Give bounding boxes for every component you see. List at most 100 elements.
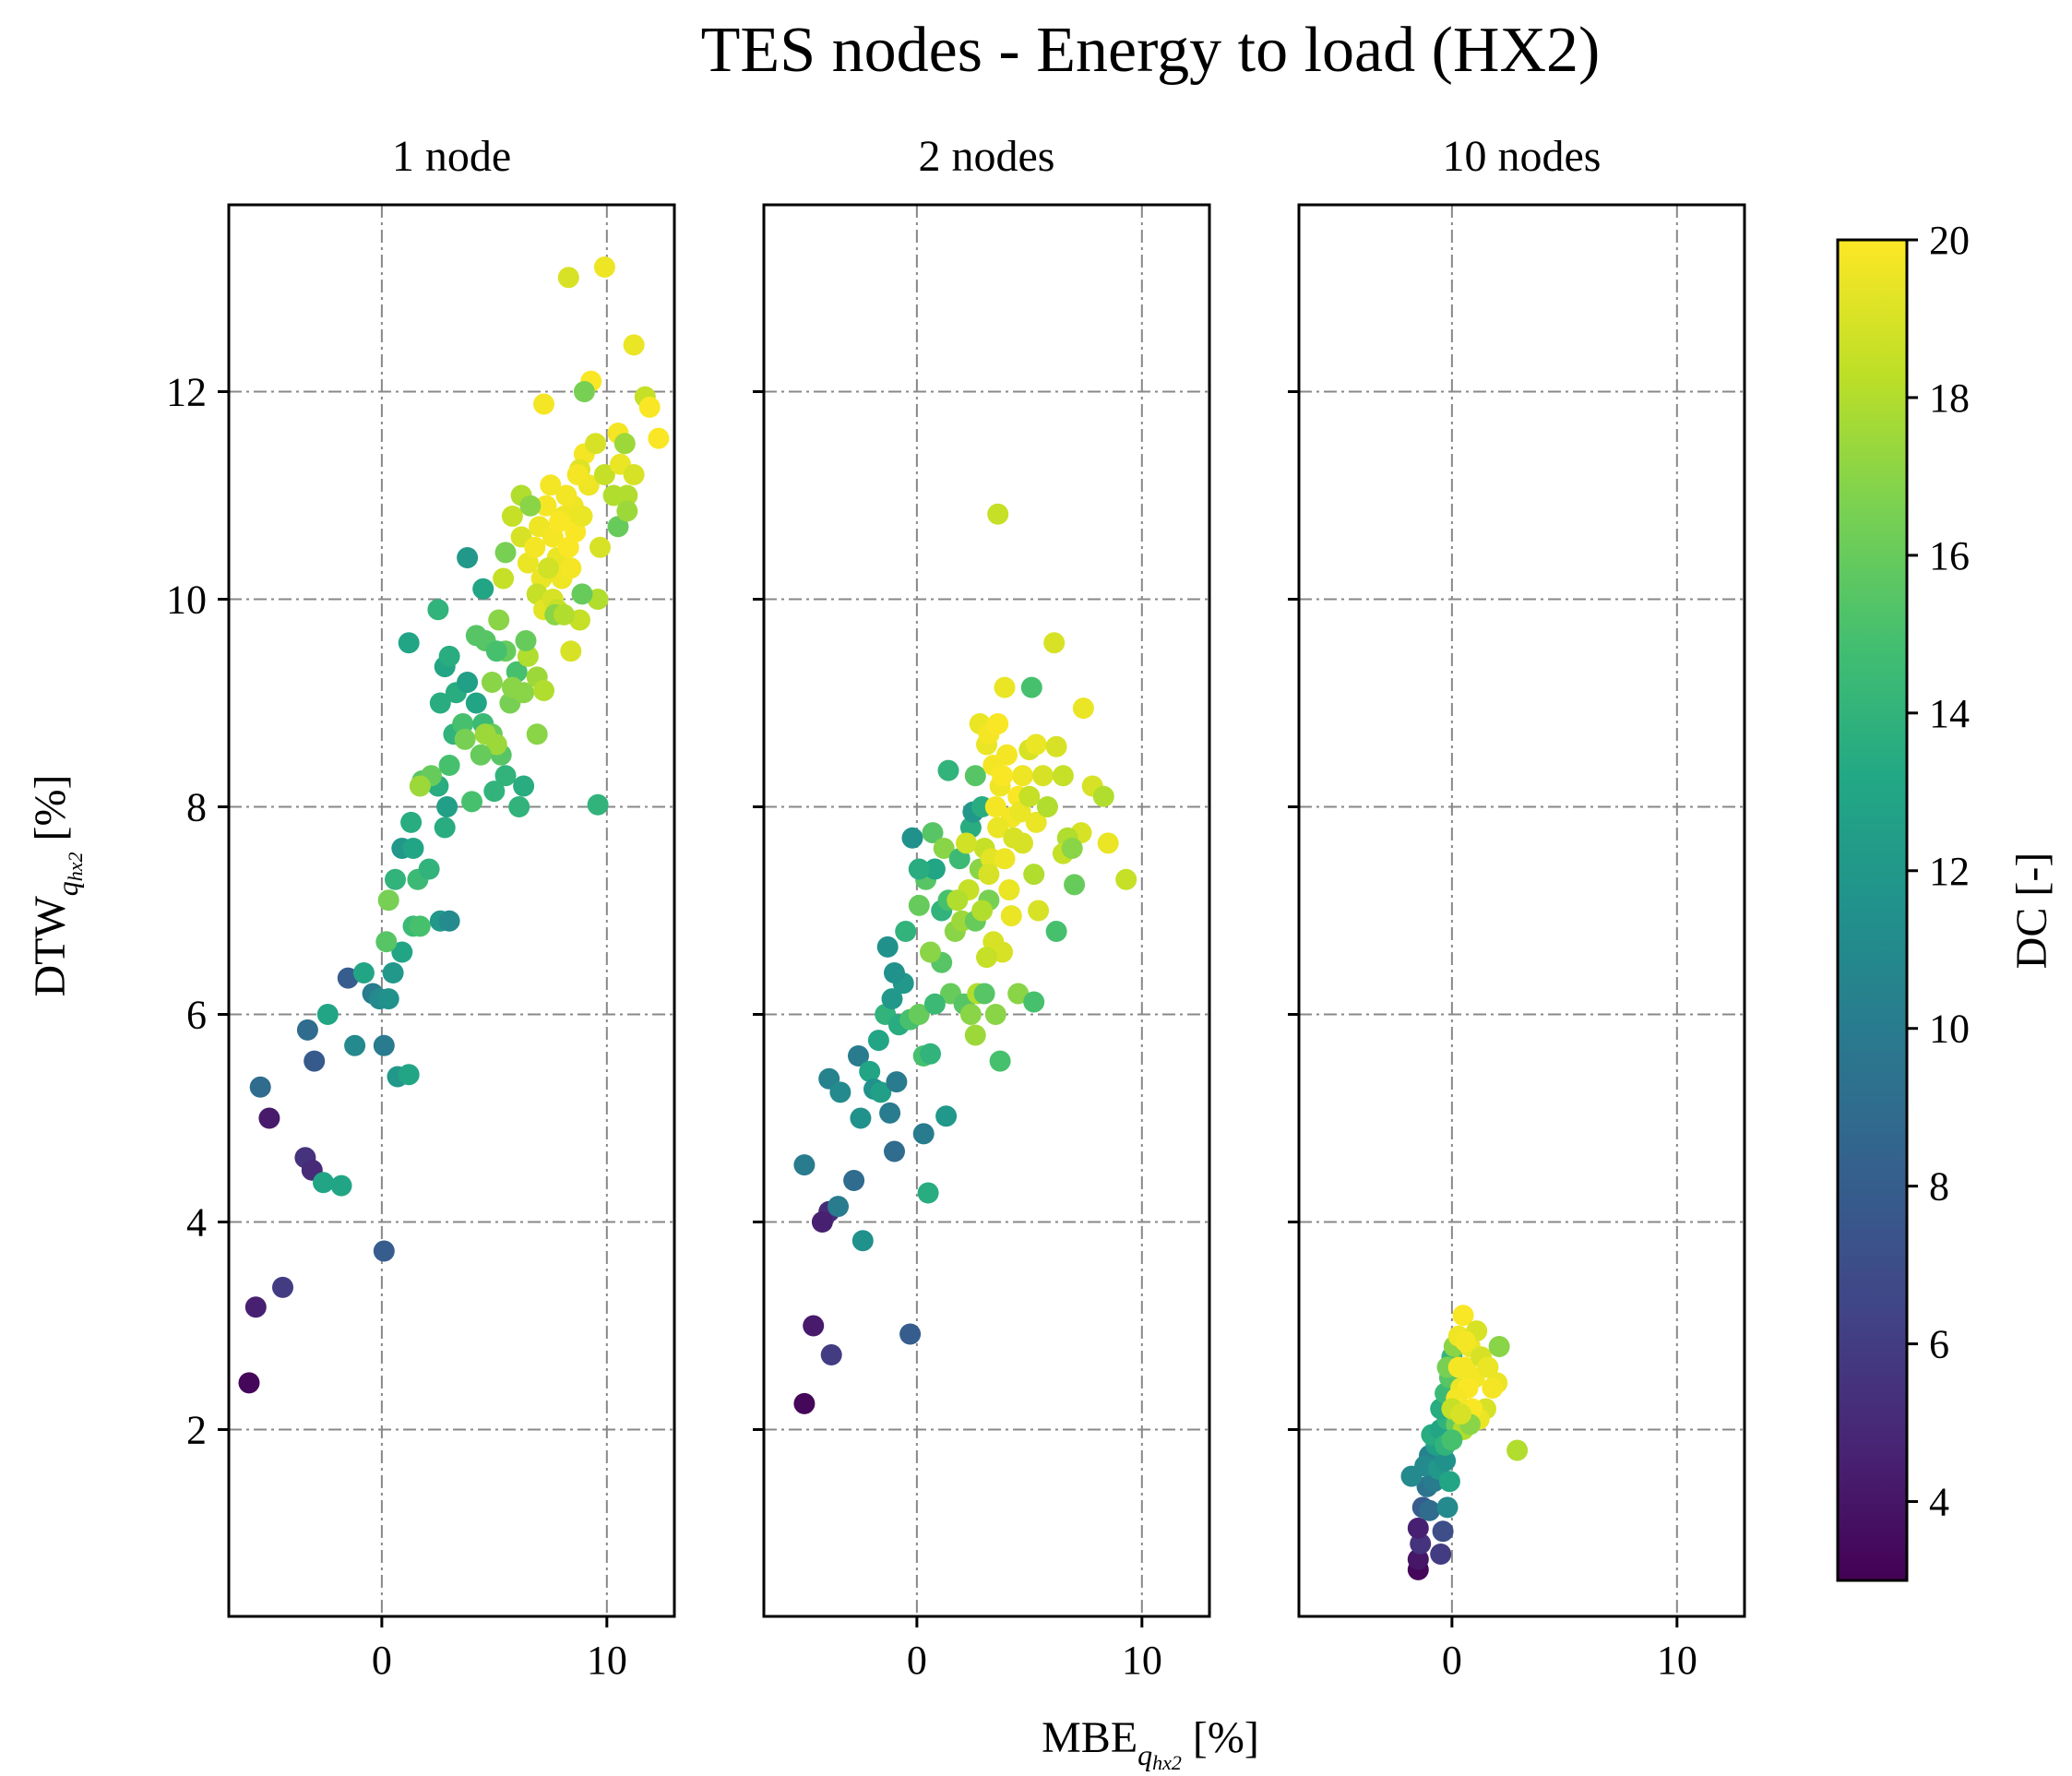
scatter-point xyxy=(998,879,1020,900)
y-tick-label: 12 xyxy=(166,370,207,415)
scatter-point xyxy=(1007,983,1030,1005)
scatter-point xyxy=(920,1043,941,1065)
scatter-point xyxy=(382,962,404,983)
scatter-point xyxy=(238,1372,260,1394)
scatter-point xyxy=(879,1102,901,1124)
scatter-point xyxy=(922,822,944,844)
colorbar-gradient xyxy=(1836,238,1909,1582)
scatter-point xyxy=(901,827,923,849)
y-tick-label: 10 xyxy=(166,578,207,623)
scatter-point xyxy=(828,1196,849,1218)
scatter-point xyxy=(573,381,595,402)
colorbar-tick-label: 10 xyxy=(1929,1007,1970,1052)
scatter-point xyxy=(513,775,535,797)
colorbar-tick-label: 16 xyxy=(1929,533,1970,578)
x-tick-label: 10 xyxy=(587,1638,627,1683)
scatter-point xyxy=(908,1004,930,1025)
y-tick-label: 6 xyxy=(186,993,207,1038)
scatter-point xyxy=(465,692,487,714)
scatter-point xyxy=(560,557,582,579)
scatter-point xyxy=(1432,1520,1454,1543)
scatter-point xyxy=(1477,1356,1499,1378)
scatter-point xyxy=(1023,991,1045,1013)
scatter-point xyxy=(593,256,615,278)
scatter-point xyxy=(1506,1439,1529,1461)
scatter-point xyxy=(935,1105,958,1127)
colorbar-tick-label: 20 xyxy=(1929,218,1970,263)
scatter-point xyxy=(1452,1305,1474,1327)
scatter-point xyxy=(409,775,431,797)
scatter-point xyxy=(515,630,537,651)
scatter-point xyxy=(1028,900,1050,922)
axes-frame xyxy=(227,203,676,1618)
scatter-point xyxy=(1025,733,1047,756)
scatter-point xyxy=(330,1174,352,1197)
scatter-point xyxy=(244,1296,267,1318)
scatter-point xyxy=(851,1230,874,1252)
scatter-point xyxy=(978,864,1000,886)
scatter-point xyxy=(472,578,494,600)
scatter-point xyxy=(1061,838,1083,859)
figure-title: TES nodes - Energy to load (HX2) xyxy=(701,15,1601,86)
scatter-point xyxy=(517,645,539,667)
scatter-point xyxy=(1419,1499,1440,1521)
scatter-point xyxy=(923,993,946,1015)
subplot-title: 2 nodes xyxy=(919,132,1055,181)
scatter-point xyxy=(867,1030,889,1052)
scatter-point xyxy=(964,1024,986,1046)
y-tick-label: 8 xyxy=(186,785,207,830)
scatter-point xyxy=(1488,1336,1510,1357)
scatter-point xyxy=(398,632,420,654)
scatter-point xyxy=(533,393,554,415)
scatter-point xyxy=(920,941,941,963)
scatter-point xyxy=(377,988,399,1010)
scatter-point xyxy=(313,1172,334,1194)
scatter-point xyxy=(937,759,959,781)
scatter-point xyxy=(1036,796,1058,817)
colorbar-tick-label: 6 xyxy=(1929,1322,1949,1367)
scatter-point xyxy=(933,838,955,859)
scatter-point xyxy=(494,542,517,564)
scatter-point xyxy=(465,625,487,647)
scatter-point xyxy=(1020,676,1042,698)
scatter-point xyxy=(377,889,399,912)
scatter-point xyxy=(434,816,456,839)
colorbar-label: DC [-] xyxy=(2007,852,2056,970)
scatter-point xyxy=(793,1154,816,1176)
x-tick-label: 0 xyxy=(372,1638,392,1683)
scatter-point xyxy=(560,640,582,662)
scatter-point xyxy=(488,609,510,631)
scatter-point xyxy=(973,983,995,1005)
scatter-point xyxy=(524,536,546,558)
scatter-point xyxy=(994,676,1016,698)
axes-frame xyxy=(762,203,1211,1618)
scatter-point xyxy=(429,692,451,714)
scatter-point xyxy=(899,1323,922,1345)
scatter-point xyxy=(470,744,492,766)
scatter-point xyxy=(971,900,994,922)
scatter-point xyxy=(895,921,917,942)
scatter-point xyxy=(461,791,482,813)
scatter-point xyxy=(1430,1544,1452,1565)
scatter-point xyxy=(1032,765,1054,787)
scatter-point xyxy=(1435,1449,1457,1472)
scatter-point xyxy=(454,728,476,750)
scatter-point xyxy=(352,962,375,983)
scatter-point xyxy=(1407,1548,1429,1570)
scatter-point xyxy=(908,894,930,916)
scatter-point xyxy=(884,962,905,983)
scatter-point xyxy=(1115,868,1137,890)
scatter-point xyxy=(296,1019,318,1041)
x-tick-label: 0 xyxy=(907,1638,927,1683)
scatter-point xyxy=(571,583,593,605)
scatter-point xyxy=(976,947,997,969)
colorbar-tick-label: 8 xyxy=(1929,1164,1949,1210)
scatter-point xyxy=(1455,1330,1476,1353)
scatter-point xyxy=(540,474,562,496)
x-tick-label: 10 xyxy=(1657,1638,1697,1683)
scatter-point xyxy=(884,1140,905,1162)
scatter-point xyxy=(474,723,496,745)
subplot-3: 0 10 10 nodes xyxy=(1288,132,1746,1683)
scatter-point xyxy=(400,811,423,833)
scatter-point xyxy=(493,567,515,590)
